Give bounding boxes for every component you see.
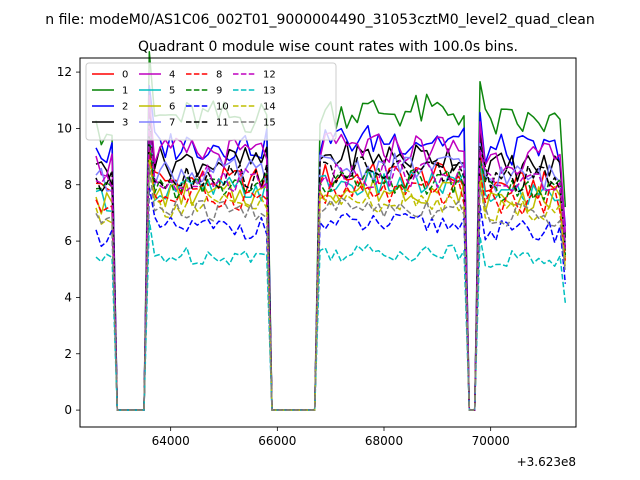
series-line-15 (95, 165, 567, 411)
x-tick-label: 64000 (152, 434, 190, 448)
series-line-0 (95, 128, 567, 411)
chart-suptitle: n file: modeM0/AS1C06_002T01_9000004490_… (45, 12, 594, 28)
y-tick-label: 12 (57, 65, 72, 79)
series-layer (95, 51, 567, 411)
y-tick-label: 2 (64, 347, 72, 361)
plot-frame (79, 57, 577, 428)
y-tick-label: 8 (64, 178, 72, 192)
series-line-14 (95, 159, 567, 411)
legend-label-13: 13 (263, 86, 276, 97)
y-tick-label: 10 (57, 121, 72, 135)
legend-label-0: 0 (122, 70, 128, 81)
y-tick-label: 4 (64, 290, 72, 304)
series-line-6 (95, 145, 567, 411)
series-line-8 (95, 149, 567, 411)
legend-label-11: 11 (216, 118, 229, 129)
legend-box (85, 62, 337, 141)
legend-label-5: 5 (169, 86, 175, 97)
legend-label-2: 2 (122, 102, 128, 113)
legend-label-10: 10 (216, 102, 229, 113)
legend-label-14: 14 (263, 102, 276, 113)
legend-label-15: 15 (263, 118, 276, 129)
x-tick-label: 68000 (365, 434, 403, 448)
legend-label-3: 3 (122, 118, 128, 129)
legend-label-7: 7 (169, 118, 175, 129)
series-line-7 (95, 118, 567, 411)
legend-label-1: 1 (122, 86, 128, 97)
series-line-13 (95, 220, 567, 411)
series-line-11 (95, 122, 567, 411)
legend-label-8: 8 (216, 70, 222, 81)
series-line-10 (95, 186, 567, 411)
legend-label-4: 4 (169, 70, 175, 81)
chart-title: Quadrant 0 module wise count rates with … (138, 39, 518, 55)
series-line-4 (95, 94, 567, 411)
y-tick-label: 6 (64, 234, 72, 248)
y-tick-label: 0 (64, 403, 72, 417)
x-offset-label: +3.623e8 (517, 455, 576, 469)
legend-label-6: 6 (169, 102, 175, 113)
legend-label-12: 12 (263, 70, 276, 81)
series-line-12 (95, 125, 567, 411)
x-tick-label: 66000 (258, 434, 296, 448)
x-tick-label: 70000 (472, 434, 510, 448)
series-line-9 (95, 135, 567, 411)
legend-label-9: 9 (216, 86, 222, 97)
